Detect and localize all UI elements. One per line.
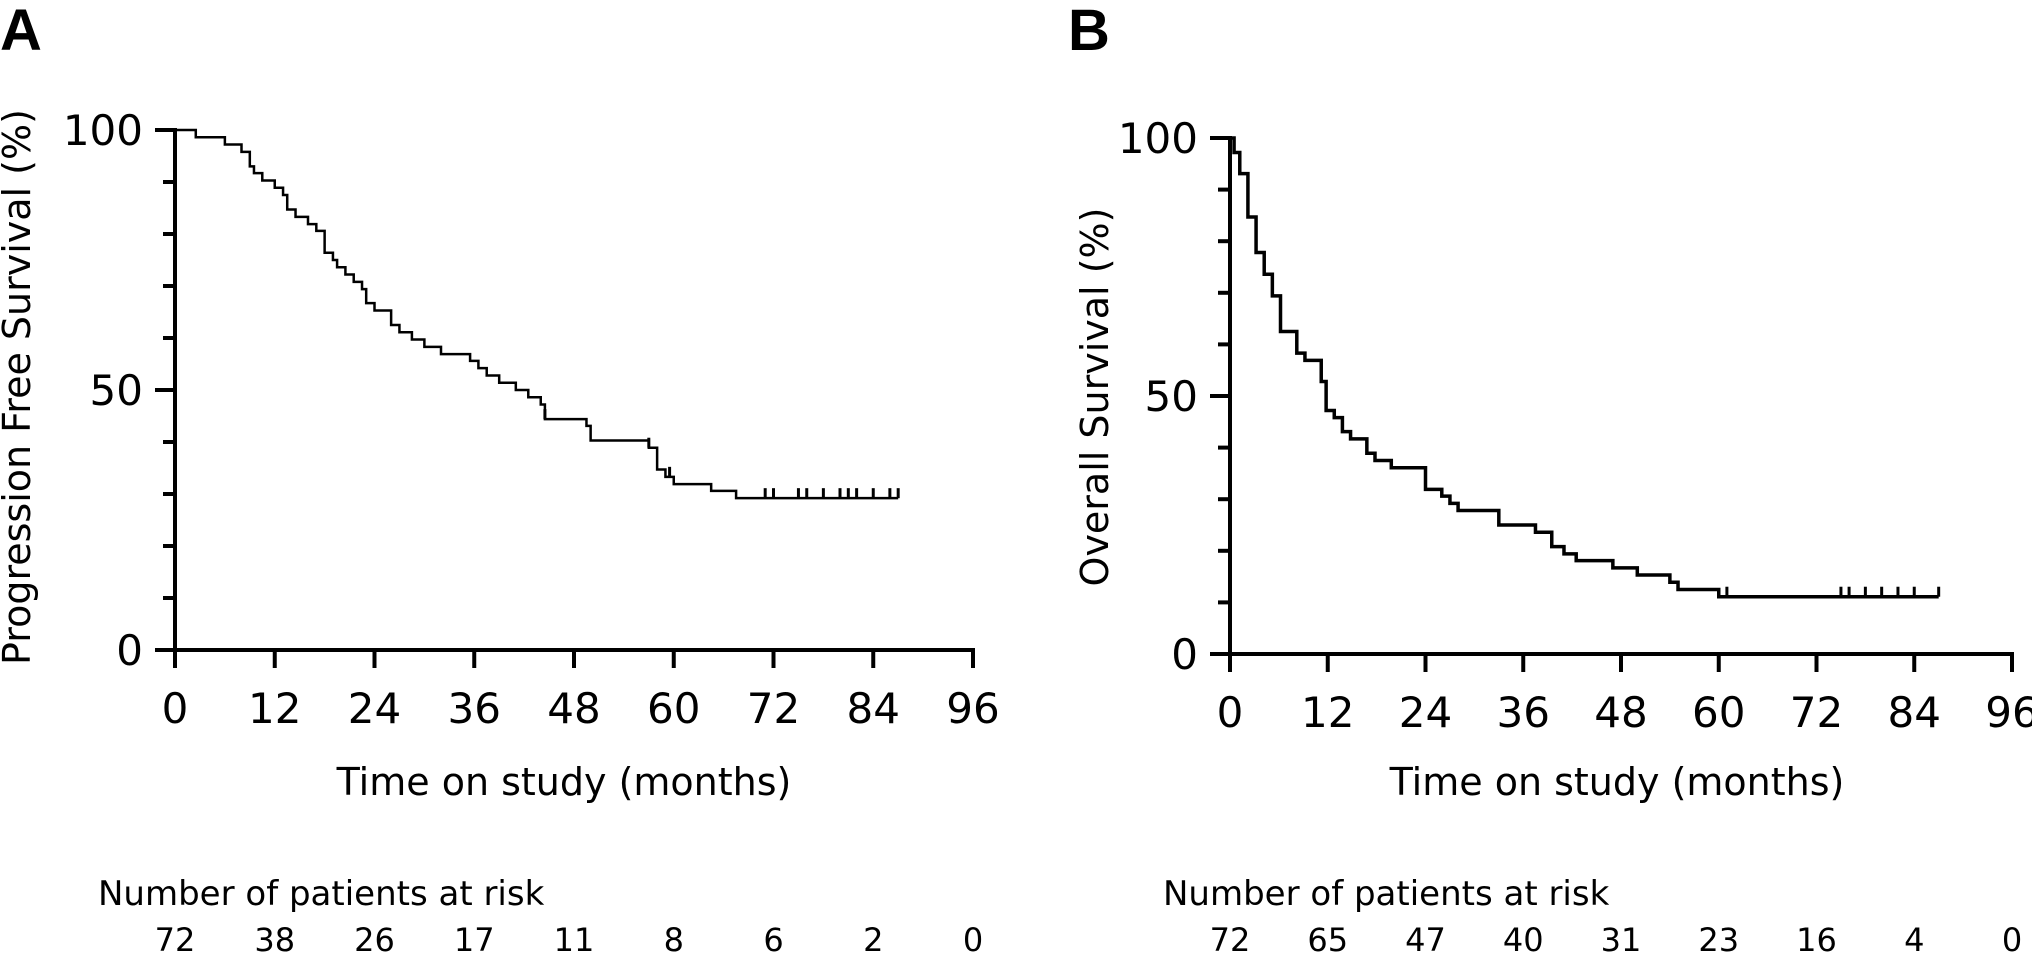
panel-a-progression-free-survival: A Progression Free Survival (%) Time on … [0,0,1000,959]
panel-a-risk-count: 2 [863,921,883,959]
panel-a-x-tick-label: 0 [162,684,189,733]
panel-a-risk-count: 11 [554,921,595,959]
panel-b-risk-table: 72 65 47 40 31 23 16 4 0 [1210,921,2023,959]
panel-a-y-tick-label: 50 [90,366,143,415]
panel-b-risk-count: 16 [1796,921,1837,959]
panel-a-risk-count: 8 [664,921,684,959]
panel-b-risk-table-title: Number of patients at risk [1163,874,1610,914]
panel-a-x-tick-label: 48 [547,684,600,733]
panel-b-label: B [1068,0,1110,63]
panel-b-x-tick-label: 36 [1497,688,1550,737]
panel-a-x-axis-title: Time on study (months) [336,760,792,804]
panel-a-risk-table-title: Number of patients at risk [98,874,545,914]
panel-b-risk-count: 47 [1405,921,1446,959]
panel-a-survival-curve [175,128,899,500]
panel-a-y-tick-label: 0 [116,626,143,675]
panel-a-risk-count: 72 [155,921,196,959]
panel-a-x-tick-label: 36 [448,684,501,733]
panel-b-y-tick-label: 0 [1171,630,1198,679]
panel-b-risk-count: 4 [1904,921,1924,959]
panel-b-x-axis-title: Time on study (months) [1389,760,1845,804]
panel-b-plot-area: 0 50 100 0 12 24 36 48 60 72 84 96 [1118,114,2032,737]
panel-a-risk-count: 0 [963,921,983,959]
panel-b-risk-count: 23 [1698,921,1739,959]
panel-b-x-tick-label: 96 [1985,688,2032,737]
panel-b-survival-curve [1230,136,1939,599]
panel-b-x-tick-label: 84 [1888,688,1941,737]
panel-b-risk-count: 0 [2002,921,2022,959]
panel-b-risk-count: 72 [1210,921,1251,959]
panel-b-x-tick-label: 24 [1399,688,1452,737]
panel-a-risk-count: 6 [763,921,783,959]
panel-b-x-tick-label: 72 [1790,688,1843,737]
panel-b-y-axis-title: Overall Survival (%) [1073,208,1117,587]
panel-b-y-tick-label: 100 [1118,114,1198,163]
panel-b-x-tick-label: 60 [1692,688,1745,737]
panel-a-x-tick-label: 96 [946,684,999,733]
panel-a-x-tick-label: 72 [747,684,800,733]
panel-a-label: A [0,0,42,63]
panel-b-x-tick-label: 48 [1594,688,1647,737]
panel-b-risk-count: 31 [1601,921,1642,959]
panel-a-risk-count: 26 [354,921,395,959]
panel-b-overall-survival: B Overall Survival (%) Time on study (mo… [1068,0,2032,959]
panel-b-risk-count: 40 [1503,921,1544,959]
panel-a-risk-table: 72 38 26 17 11 8 6 2 0 [155,921,984,959]
panel-a-risk-count: 38 [254,921,295,959]
panel-a-x-tick-label: 24 [348,684,401,733]
panel-a-x-tick-label: 60 [647,684,700,733]
panel-a-y-tick-label: 100 [63,106,143,155]
panel-b-x-tick-label: 12 [1301,688,1354,737]
panel-b-risk-count: 65 [1307,921,1348,959]
panel-a-x-tick-label: 84 [847,684,900,733]
panel-a-risk-count: 17 [454,921,495,959]
panel-a-x-tick-label: 12 [248,684,301,733]
panel-a-y-axis-title: Progression Free Survival (%) [0,109,39,665]
panel-b-x-tick-label: 0 [1217,688,1244,737]
panel-a-plot-area: 0 50 100 0 12 24 36 48 60 72 84 96 [63,106,1000,733]
panel-b-y-tick-label: 50 [1145,372,1198,421]
